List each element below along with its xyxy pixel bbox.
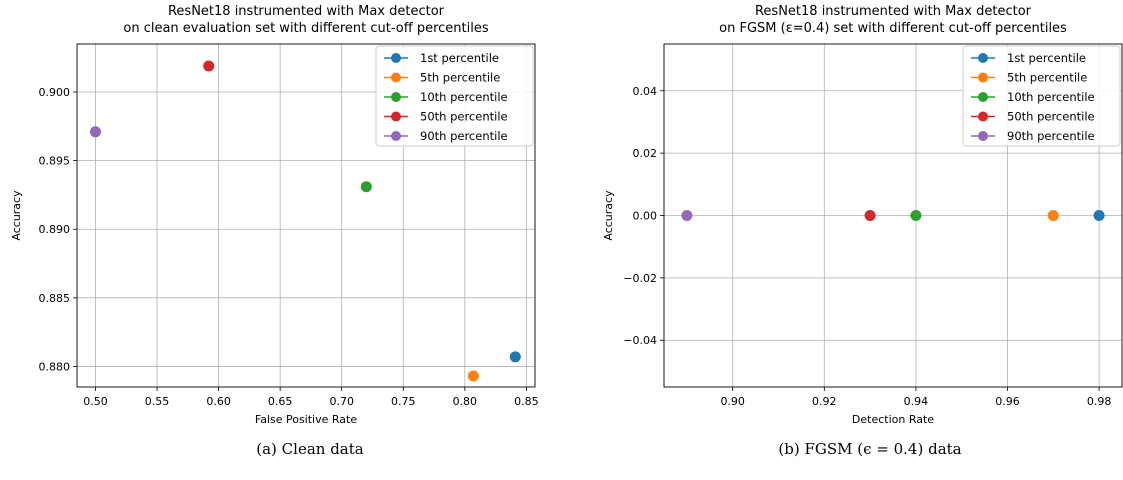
x-tick-label: 0.90 (720, 395, 745, 408)
legend-box (375, 45, 534, 147)
y-tick-label: 0.900 (39, 86, 71, 99)
data-point-1 (1093, 210, 1105, 221)
x-tick-label: 0.96 (995, 395, 1020, 408)
y-tick-label: 0.00 (633, 210, 658, 223)
legend-marker (391, 131, 401, 141)
y-tick-label: 0.04 (633, 85, 658, 98)
chart-title-line1: ResNet18 instrumented with Max detector (168, 4, 445, 19)
legend-marker (978, 131, 988, 141)
x-tick-label: 0.55 (145, 395, 170, 408)
legend-label: 90th percentile (1007, 129, 1095, 143)
y-tick-label: −0.02 (623, 272, 657, 285)
data-point-1 (509, 351, 521, 363)
data-point-2 (1047, 210, 1059, 221)
legend-box (962, 45, 1121, 147)
legend-label: 50th percentile (420, 110, 508, 124)
legend-label: 5th percentile (420, 71, 500, 85)
chart-0: ResNet18 instrumented with Max detector o… (10, 4, 539, 426)
data-point-4 (864, 210, 876, 221)
x-axis-label: False Positive Rate (255, 413, 357, 426)
legend-marker (391, 53, 401, 63)
y-tick-label: −0.04 (623, 334, 657, 347)
chart-title-line2: on FGSM (ε=0.4) set with different cut-o… (719, 21, 1067, 36)
y-tick-label: 0.02 (633, 147, 658, 160)
x-tick-label: 0.60 (206, 395, 231, 408)
x-tick-label: 0.85 (514, 395, 539, 408)
legend-marker (391, 72, 401, 83)
y-tick-label: 0.885 (39, 292, 71, 305)
legend-marker (391, 111, 401, 122)
legend-marker (978, 92, 988, 102)
legend-label: 50th percentile (1007, 110, 1095, 124)
axes-frame (663, 43, 1123, 388)
chart-1: ResNet18 instrumented with Max detector o… (602, 4, 1123, 426)
legend-label: 90th percentile (420, 129, 508, 143)
data-point-5 (681, 210, 693, 221)
legend: 1st percentile 5th percentile 10th percent… (375, 45, 534, 147)
legend-label: 10th percentile (420, 90, 508, 104)
y-tick-label: 0.890 (39, 223, 71, 236)
legend-label: 1st percentile (420, 51, 499, 65)
x-tick-label: 0.94 (904, 395, 929, 408)
legend-marker (978, 53, 988, 63)
x-tick-label: 0.65 (268, 395, 293, 408)
y-axis-label: Accuracy (10, 190, 23, 241)
y-axis-label: Accuracy (602, 190, 615, 241)
y-tick-label: 0.895 (39, 155, 71, 168)
chart-title-line2: on clean evaluation set with different c… (123, 21, 488, 36)
legend-marker (391, 92, 401, 102)
caption-fgsm: (b) FGSM (ϵ = 0.4) data (778, 440, 962, 458)
data-point-2 (467, 370, 479, 382)
legend: 1st percentile 5th percentile 10th percent… (962, 45, 1121, 147)
legend-label: 5th percentile (1007, 71, 1087, 85)
data-point-4 (203, 60, 215, 72)
legend-label: 10th percentile (1007, 90, 1095, 104)
x-tick-label: 0.50 (83, 395, 108, 408)
data-point-5 (89, 126, 101, 138)
legend-marker (978, 111, 988, 122)
data-point-3 (910, 210, 922, 221)
axes-frame (76, 43, 536, 388)
chart-title-line1: ResNet18 instrumented with Max detector (755, 4, 1032, 19)
legend-label: 1st percentile (1007, 51, 1086, 65)
y-tick-label: 0.880 (39, 360, 71, 373)
caption-clean: (a) Clean data (256, 440, 364, 458)
x-axis-label: Detection Rate (852, 413, 934, 426)
x-tick-label: 0.75 (391, 395, 416, 408)
data-point-3 (360, 181, 372, 193)
x-tick-label: 0.80 (453, 395, 478, 408)
x-tick-label: 0.92 (812, 395, 837, 408)
x-tick-label: 0.70 (329, 395, 354, 408)
x-tick-label: 0.98 (1087, 395, 1112, 408)
legend-marker (978, 72, 988, 83)
